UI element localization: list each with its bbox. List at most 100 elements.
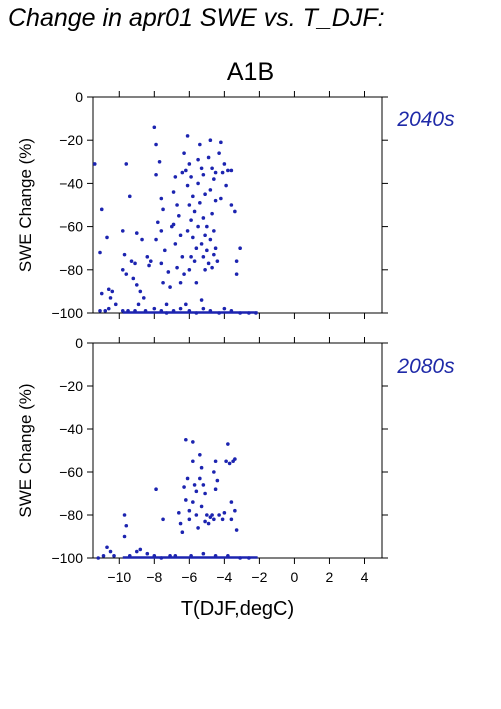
data-point (201, 255, 206, 259)
data-point (199, 298, 204, 302)
data-point (203, 519, 207, 524)
y-axis-title: SWE Change (%) (16, 138, 35, 272)
data-point (187, 508, 192, 513)
x-tick-label: −4 (216, 569, 232, 585)
data-point (178, 233, 183, 238)
data-point (233, 457, 237, 461)
data-point (184, 437, 188, 442)
data-point (154, 142, 158, 147)
data-point (212, 177, 216, 181)
data-point (177, 214, 181, 218)
data-point (198, 476, 202, 481)
x-axis-title: T(DJF,degC) (181, 598, 294, 620)
data-point (185, 134, 190, 138)
data-point (215, 259, 220, 263)
data-point (134, 549, 139, 554)
data-point (213, 459, 218, 464)
data-point (120, 229, 125, 233)
data-point (152, 125, 157, 130)
data-point (124, 272, 129, 276)
data-point (171, 309, 176, 313)
data-point (194, 311, 199, 315)
plot-frame (92, 342, 383, 559)
data-point (199, 242, 204, 246)
data-point (196, 224, 200, 229)
data-point (180, 170, 185, 175)
data-point (222, 511, 227, 515)
data-point (122, 513, 127, 517)
data-point (194, 280, 199, 285)
data-point (105, 235, 109, 240)
data-point (212, 229, 216, 233)
data-point (120, 268, 125, 272)
data-point (192, 209, 197, 214)
data-point (196, 181, 200, 186)
data-point (152, 306, 157, 311)
data-point (105, 545, 109, 550)
data-point (192, 259, 197, 263)
data-point (129, 259, 134, 263)
data-point (234, 259, 239, 263)
data-point (180, 255, 185, 259)
y-tick-label: −40 (59, 421, 83, 437)
figure-title: Change in apr01 SWE vs. T_DJF: (8, 4, 385, 32)
data-point (182, 485, 186, 489)
data-point (217, 311, 221, 315)
data-point (205, 513, 209, 517)
data-point (213, 198, 218, 203)
data-point (138, 547, 143, 552)
data-point (187, 517, 192, 522)
data-point (191, 235, 195, 240)
data-point (134, 231, 139, 235)
x-tick-label: −2 (251, 569, 267, 585)
data-point (157, 160, 162, 164)
x-tick-label: −6 (181, 569, 197, 585)
data-point (170, 224, 174, 229)
x-tick-label: 0 (291, 569, 299, 585)
data-point (133, 309, 137, 313)
data-point (229, 517, 234, 522)
data-point (161, 207, 165, 212)
data-point (229, 203, 234, 207)
data-point (161, 517, 165, 522)
data-point (159, 196, 164, 201)
data-point (210, 166, 214, 171)
data-point (201, 306, 206, 311)
data-point (194, 513, 199, 517)
data-point (113, 302, 118, 307)
data-point (233, 508, 237, 513)
data-point (224, 459, 228, 464)
data-point (189, 255, 193, 259)
data-point (203, 233, 207, 238)
data-point (198, 201, 202, 205)
y-tick-label: −60 (59, 219, 83, 235)
y-tick-label: 0 (75, 89, 83, 105)
y-tick-label: −20 (59, 132, 83, 148)
data-point (133, 261, 137, 266)
data-point (229, 168, 234, 173)
data-point (108, 549, 113, 554)
data-point (222, 306, 227, 311)
data-point (226, 442, 230, 446)
data-point (238, 556, 242, 560)
data-point (191, 194, 195, 199)
data-point (187, 162, 192, 166)
data-point (238, 246, 242, 250)
data-point (134, 283, 139, 287)
y-tick-label: −100 (51, 550, 83, 566)
data-point (120, 309, 125, 313)
data-point (203, 268, 207, 272)
data-point (182, 272, 186, 276)
data-point (161, 280, 165, 285)
data-point (210, 265, 214, 270)
data-point (201, 483, 206, 487)
data-point (217, 151, 221, 155)
y-tick-label: −40 (59, 175, 83, 191)
data-point (178, 280, 183, 285)
data-point (224, 183, 228, 188)
data-point (187, 268, 192, 272)
data-point (124, 523, 129, 528)
data-point (156, 220, 160, 225)
data-point (191, 459, 195, 464)
